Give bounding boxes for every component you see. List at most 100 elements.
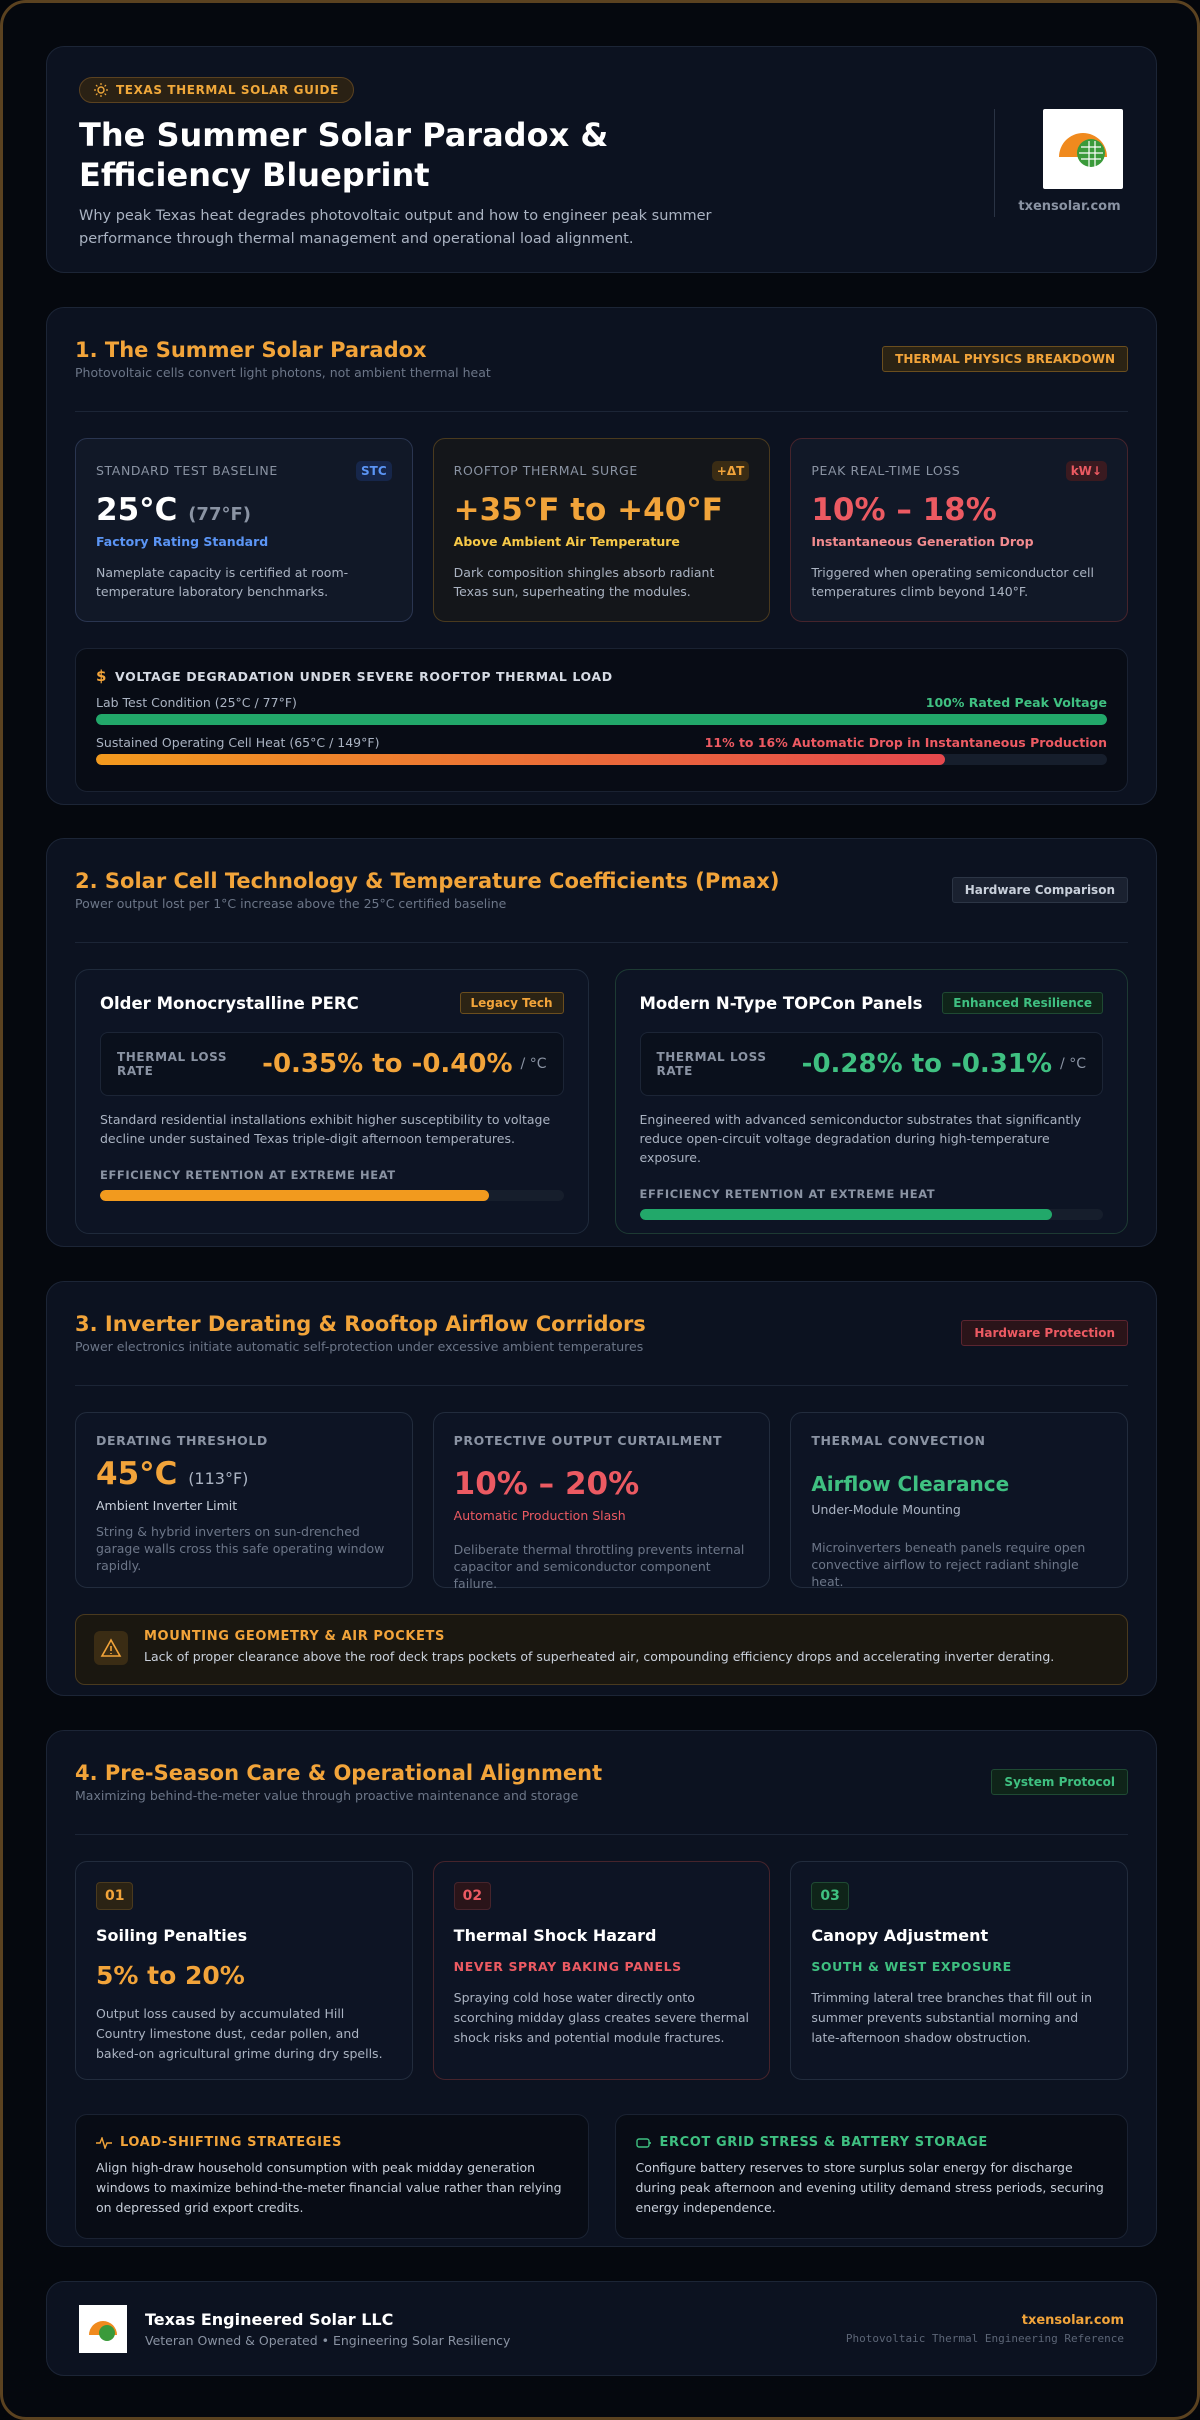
row-note: 11% to 16% Automatic Drop in Instantaneo… [704, 735, 1107, 750]
stat-caption: Factory Rating Standard [96, 534, 269, 549]
rate-value: -0.28% to -0.31% [801, 1049, 1053, 1079]
bar-track [96, 714, 1107, 725]
section-subtitle: Power output lost per 1°C increase above… [75, 896, 507, 911]
panel-name: Older Monocrystalline PERC [100, 993, 359, 1013]
stat-card: PROTECTIVE OUTPUT CURTAILMENT 10% – 20% … [432, 1412, 771, 1591]
section-tag: THERMAL PHYSICS BREAKDOWN [882, 346, 1128, 372]
bar-fill [100, 1190, 490, 1201]
stat-value: 25°C (77°F) [96, 492, 392, 528]
box-title-text: ERCOT GRID STRESS & BATTERY STORAGE [659, 2135, 988, 2150]
info-box: LOAD-SHIFTING STRATEGIES Align high-draw… [75, 2114, 589, 2239]
footer: Texas Engineered Solar LLC Veteran Owned… [46, 2281, 1157, 2376]
badge: TEXAS THERMAL SOLAR GUIDE [79, 77, 354, 103]
value-main: 45°C [96, 1456, 178, 1492]
header: TEXAS THERMAL SOLAR GUIDE The Summer Sol… [46, 46, 1157, 273]
badge-text: TEXAS THERMAL SOLAR GUIDE [116, 83, 339, 97]
box-text: Configure battery reserves to store surp… [635, 2160, 1104, 2215]
section-title: 3. Inverter Derating & Rooftop Airflow C… [75, 1312, 646, 1336]
stat-text: String & hybrid inverters on sun-drenche… [96, 1524, 385, 1573]
domain: txensolar.com [1018, 199, 1121, 214]
stat-card: PEAK REAL-TIME LOSS kW↓ 10% – 18% Instan… [790, 438, 1128, 622]
brand: txensolar.com [994, 109, 1124, 217]
subtitle: Why peak Texas heat degrades photovoltai… [79, 208, 712, 247]
stat-label: PROTECTIVE OUTPUT CURTAILMENT [453, 1433, 723, 1448]
stat-label: DERATING THRESHOLD [96, 1433, 268, 1448]
stat-caption: Instantaneous Generation Drop [811, 534, 1034, 549]
rate-box: THERMAL LOSS RATE -0.35% to -0.40% / °C [100, 1032, 564, 1096]
rate-label: THERMAL LOSS RATE [656, 1050, 767, 1078]
panel-head: Modern N-Type TOPCon Panels Enhanced Resi… [640, 992, 1103, 1014]
panel: Modern N-Type TOPCon Panels Enhanced Resi… [614, 969, 1128, 1234]
panel: Older Monocrystalline PERC Legacy Tech TH… [75, 969, 589, 1234]
step-number: 01 [96, 1882, 134, 1910]
alert: MOUNTING GEOMETRY & AIR POCKETS Lack of … [75, 1614, 1128, 1685]
stat-icon: STC [356, 461, 392, 481]
stat-label: THERMAL CONVECTION [811, 1433, 986, 1448]
bar-fill [639, 1209, 1052, 1220]
section-1: 1. The Summer Solar Paradox Photovoltaic… [46, 307, 1157, 805]
panel-text: Engineered with advanced semiconductor s… [639, 1112, 1082, 1165]
section-2: 2. Solar Cell Technology & Temperature C… [46, 838, 1157, 1247]
stat-text: Deliberate thermal throttling prevents i… [453, 1542, 745, 1591]
step-text: Trimming lateral tree branches that fill… [811, 1990, 1093, 2045]
bar-track [96, 754, 1107, 765]
stat-text: Microinverters beneath panels require op… [811, 1540, 1086, 1589]
section-tag: System Protocol [991, 1769, 1128, 1795]
logo [1043, 109, 1123, 189]
section-3: 3. Inverter Derating & Rooftop Airflow C… [46, 1281, 1157, 1696]
section-subtitle: Power electronics initiate automatic sel… [75, 1339, 644, 1354]
value-extra: (113°F) [188, 1469, 249, 1488]
value-extra: (77°F) [188, 504, 251, 525]
stat-text: Nameplate capacity is certified at room-… [96, 565, 349, 599]
panel-tag: Legacy Tech [459, 992, 564, 1014]
row-label: Sustained Operating Cell Heat (65°C / 14… [96, 735, 380, 750]
footer-right: txensolar.com Photovoltaic Thermal Engin… [846, 2313, 1124, 2345]
box-title-text: LOAD-SHIFTING STRATEGIES [120, 2135, 342, 2150]
footer-logo [79, 2304, 127, 2353]
section-subtitle: Photovoltaic cells convert light photons… [75, 365, 491, 380]
title: The Summer Solar Paradox & Efficiency Bl… [79, 116, 609, 194]
box-text: Align high-draw household consumption wi… [96, 2160, 562, 2215]
dollar-icon: $ [96, 667, 108, 685]
panel-head: Older Monocrystalline PERC Legacy Tech [100, 992, 564, 1014]
stat-caption: Under-Module Mounting [811, 1502, 961, 1517]
step-card: 01 Soiling Penalties 5% to 20% Output lo… [75, 1861, 413, 2080]
company: Texas Engineered Solar LLC [145, 2309, 394, 2329]
rate-unit: / °C [1060, 1056, 1086, 1072]
alert-text: Lack of proper clearance above the roof … [144, 1649, 1055, 1664]
rate-unit: / °C [520, 1056, 547, 1072]
panel-grid: Older Monocrystalline PERC Legacy Tech TH… [75, 969, 1128, 1234]
section-4: 4. Pre-Season Care & Operational Alignme… [46, 1730, 1157, 2247]
footer-domain: txensolar.com [1021, 2312, 1124, 2328]
stat-grid: DERATING THRESHOLD 45°C (113°F) Ambient … [75, 1412, 1128, 1591]
value-main: 25°C [96, 492, 178, 528]
voltage-row: Lab Test Condition (25°C / 77°F) 100% Rat… [96, 695, 1107, 710]
section-title: 1. The Summer Solar Paradox [75, 338, 427, 362]
stat-value: 10% – 18% [811, 492, 997, 528]
panel-text: Standard residential installations exhib… [100, 1112, 551, 1146]
sun-icon [94, 83, 108, 97]
pulse-icon [96, 2136, 112, 2149]
step-title: Thermal Shock Hazard [453, 1926, 657, 1945]
bar-track [639, 1209, 1103, 1220]
stat-icon: kW↓ [1065, 461, 1107, 481]
section-head: 1. The Summer Solar Paradox Photovoltaic… [75, 336, 1128, 412]
section-head: 2. Solar Cell Technology & Temperature C… [75, 867, 1128, 943]
section-head: 4. Pre-Season Care & Operational Alignme… [75, 1759, 1128, 1835]
voltage-title-text: VOLTAGE DEGRADATION UNDER SEVERE ROOFTOP… [115, 668, 613, 684]
step-title: Soiling Penalties [96, 1926, 248, 1945]
info-box: ERCOT GRID STRESS & BATTERY STORAGE Conf… [614, 2114, 1128, 2239]
stat-label: ROOFTOP THERMAL SURGE [453, 463, 638, 478]
bar-label: EFFICIENCY RETENTION AT EXTREME HEAT [100, 1168, 396, 1182]
footer-brand: Texas Engineered Solar LLC Veteran Owned… [145, 2310, 510, 2348]
bar-track [100, 1190, 564, 1201]
bar-fill [96, 714, 1107, 725]
box-title: ERCOT GRID STRESS & BATTERY STORAGE [635, 2135, 1108, 2150]
stat-value: 10% – 20% [453, 1466, 640, 1502]
section-subtitle: Maximizing behind-the-meter value throug… [75, 1788, 579, 1803]
stat-caption: Automatic Production Slash [453, 1508, 626, 1523]
battery-icon [635, 2137, 651, 2148]
voltage-row: Sustained Operating Cell Heat (65°C / 14… [96, 735, 1107, 750]
